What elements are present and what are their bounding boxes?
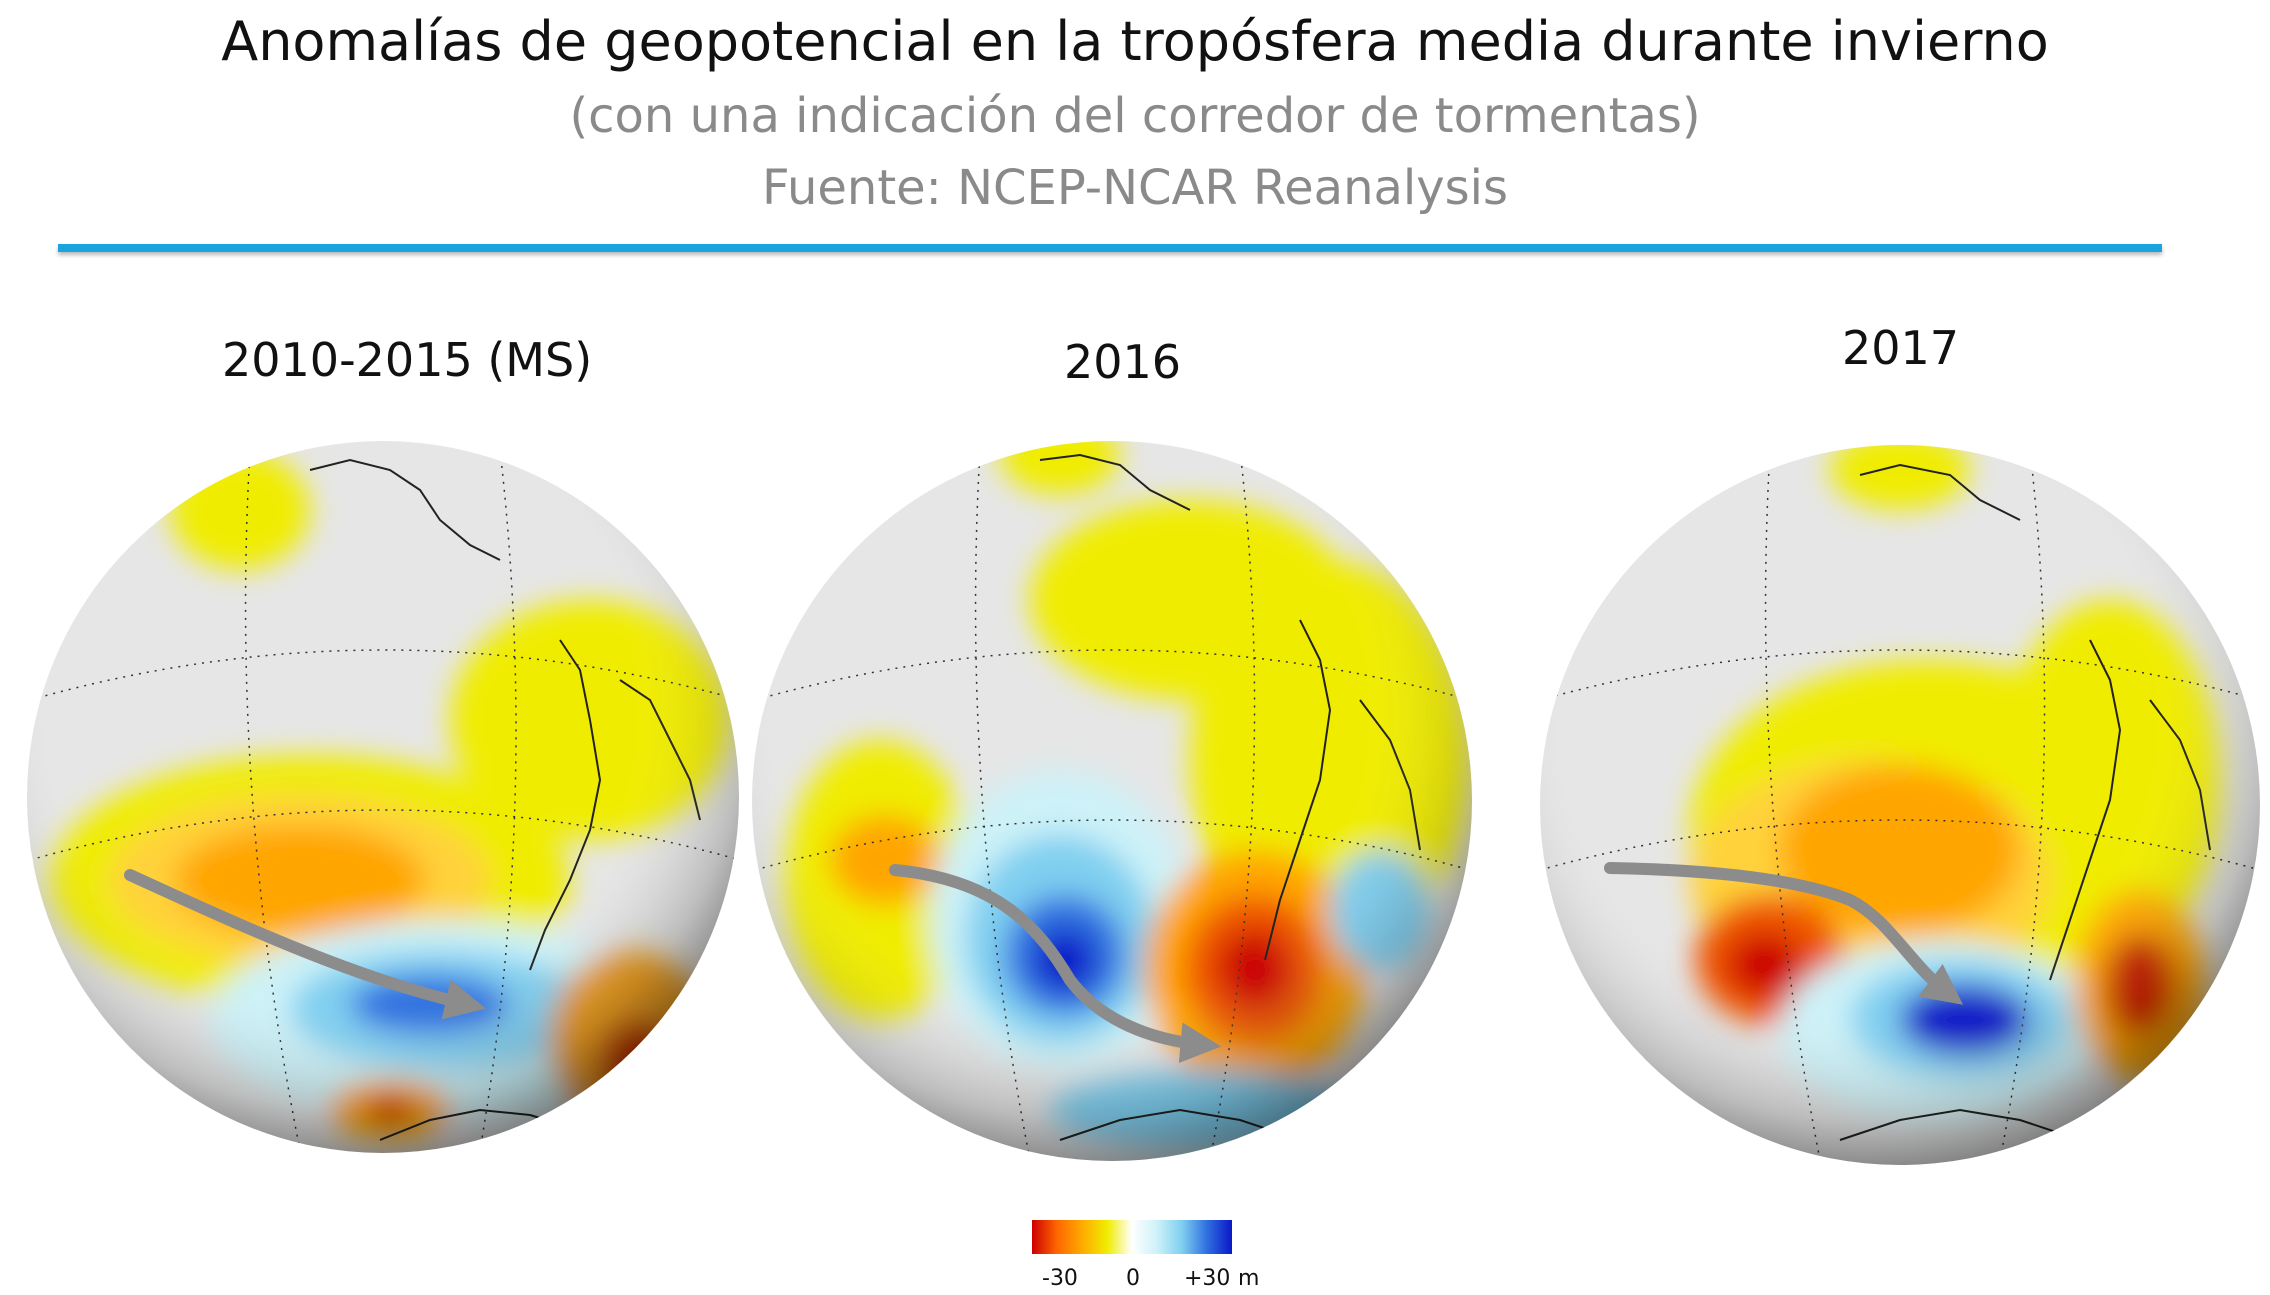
- panel-title-2016: 2016: [1064, 335, 1182, 389]
- colorbar-gradient: [1032, 1220, 1232, 1254]
- page-title: Anomalías de geopotencial en la tropósfe…: [221, 10, 2049, 73]
- panel-title-2010-2015: 2010-2015 (MS): [222, 333, 593, 387]
- storm-track-arrow-2017: [1604, 862, 1964, 1005]
- colorbar-mid-label: 0: [1126, 1266, 1140, 1291]
- globe-2017: [1540, 445, 2260, 1165]
- globe-2016: [752, 441, 1472, 1161]
- colorbar: [1032, 1220, 1232, 1254]
- header-divider: [58, 244, 2162, 252]
- storm-track-arrow-2010-2015: [124, 869, 486, 1020]
- page-subtitle: (con una indicación del corredor de torm…: [569, 88, 1701, 144]
- globe-2010-2015: [27, 441, 739, 1153]
- panel-title-2017: 2017: [1842, 321, 1960, 375]
- data-source: Fuente: NCEP-NCAR Reanalysis: [761, 160, 1509, 216]
- colorbar-unit-label: m: [1238, 1266, 1260, 1291]
- colorbar-min-label: -30: [1042, 1266, 1078, 1291]
- storm-track-arrow-2016: [889, 864, 1222, 1064]
- colorbar-max-label: +30: [1184, 1266, 1231, 1291]
